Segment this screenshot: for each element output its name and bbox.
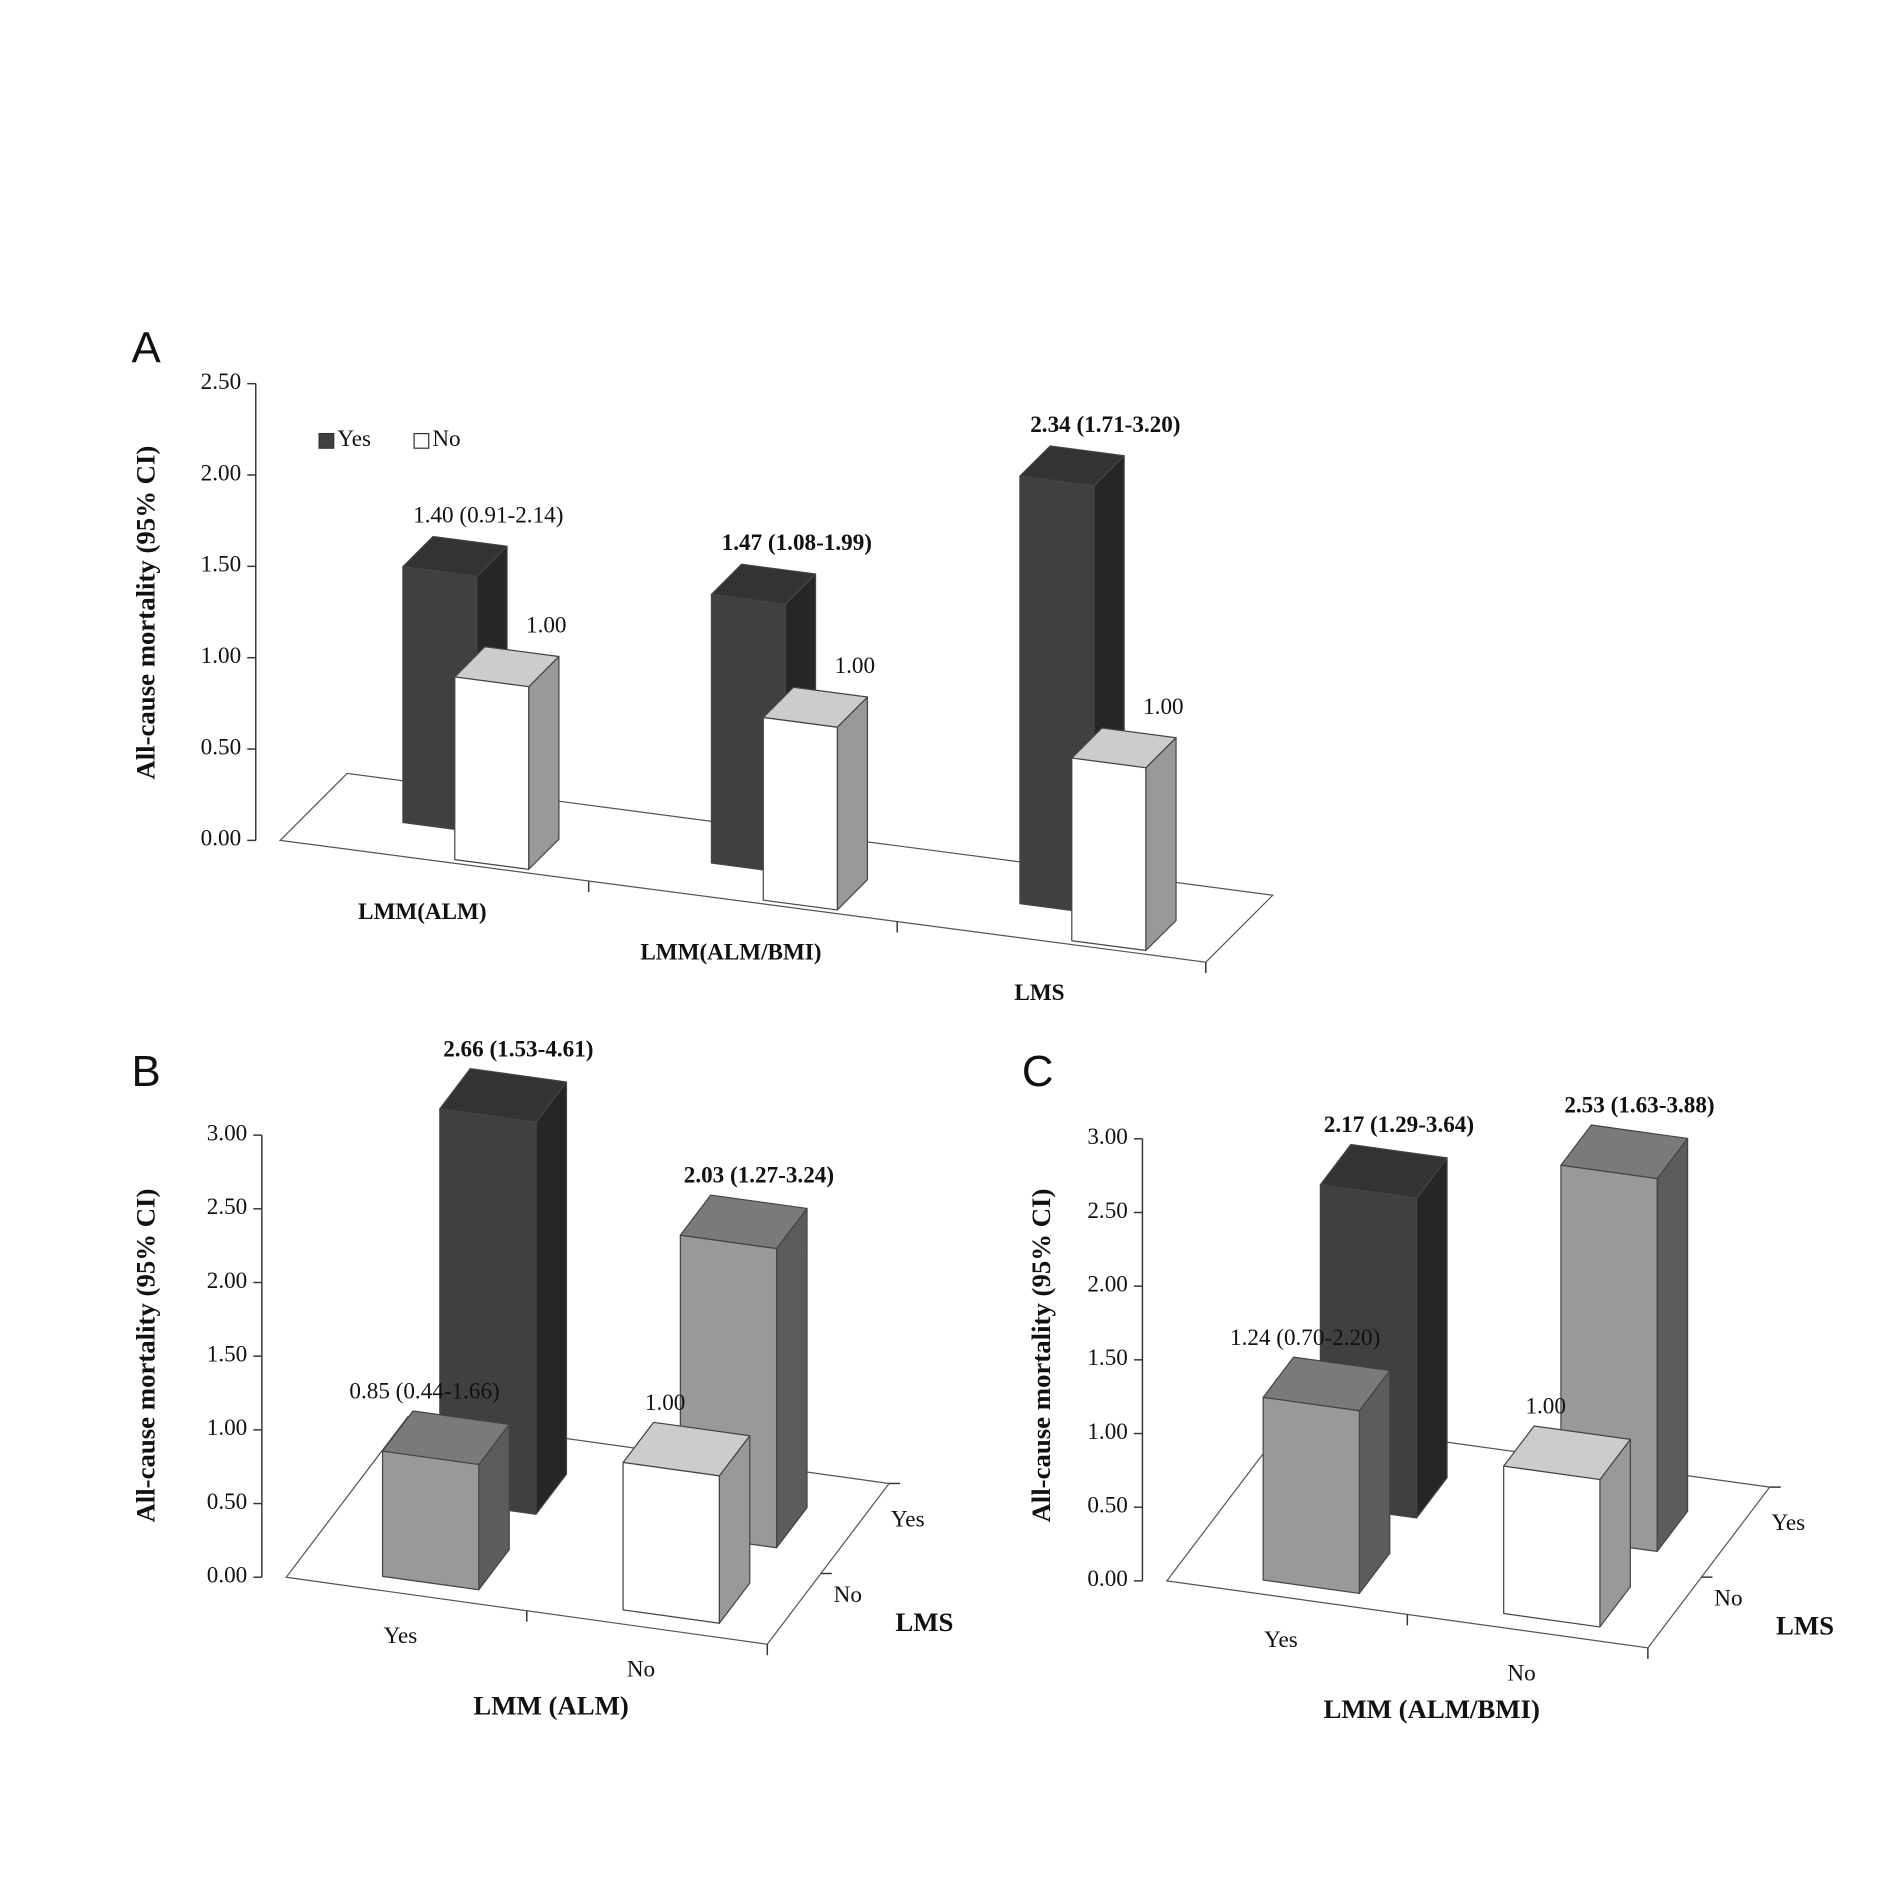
value-label: 2.34 (1.71-3.20): [1030, 412, 1180, 438]
bar: [1503, 1425, 1631, 1628]
y-tick-label: 2.50: [207, 1194, 247, 1220]
y-axis-label: All-cause mortality (95% CI): [1026, 1189, 1056, 1523]
bar-front: [381, 1450, 480, 1591]
y-tick-label: 3.00: [1087, 1124, 1127, 1150]
y-tick-label: 0.00: [1087, 1566, 1127, 1592]
bar-front: [454, 676, 530, 870]
panel-title: C: [1022, 1047, 1054, 1096]
bar-front: [1503, 1465, 1601, 1628]
bar: [1262, 1356, 1391, 1595]
x-tick-label: Yes: [1264, 1627, 1298, 1653]
value-label: 2.03 (1.27-3.24): [684, 1163, 834, 1189]
bar-front: [622, 1461, 720, 1624]
y-tick-label: 1.50: [207, 1341, 247, 1367]
bar-side: [836, 696, 869, 911]
value-label: 1.40 (0.91-2.14): [413, 502, 563, 528]
value-label: 1.00: [526, 613, 566, 639]
y-tick-label: 2.00: [1087, 1271, 1127, 1297]
z-axis-label: LMS: [1776, 1610, 1834, 1640]
bar-side: [775, 1207, 808, 1549]
bar: [439, 1068, 568, 1515]
value-label: 1.00: [835, 653, 875, 679]
bar: [1071, 727, 1177, 952]
bar-side: [1415, 1157, 1448, 1519]
x-tick-label: LMM(ALM/BMI): [640, 939, 821, 965]
y-tick-label: 1.00: [201, 643, 241, 669]
bar: [381, 1410, 510, 1591]
y-axis-label: All-cause mortality (95% CI): [131, 1189, 161, 1523]
y-tick-label: 0.00: [201, 826, 241, 852]
value-label: 2.17 (1.29-3.64): [1324, 1112, 1474, 1138]
bar: [622, 1421, 751, 1624]
y-tick-label: 1.50: [201, 552, 241, 578]
bar: [762, 686, 869, 911]
value-label: 1.24 (0.70-2.20): [1230, 1325, 1380, 1351]
depth-tick-label: No: [834, 1582, 862, 1608]
floor: [278, 772, 1275, 963]
x-axis-label: LMM (ALM/BMI): [1323, 1694, 1539, 1724]
x-tick-label: LMS: [1014, 980, 1064, 1006]
bar: [454, 646, 560, 870]
value-label: 2.66 (1.53-4.61): [443, 1036, 593, 1062]
y-axis-label: All-cause mortality (95% CI): [131, 446, 161, 780]
panel-title: A: [132, 323, 162, 372]
bar-side: [528, 655, 560, 870]
x-tick-label: LMM(ALM): [358, 899, 486, 925]
bar-front: [762, 716, 838, 911]
panel-title: B: [132, 1047, 161, 1096]
y-tick-label: 0.50: [1087, 1493, 1127, 1519]
y-tick-label: 1.50: [1087, 1345, 1127, 1371]
bar-side: [1656, 1137, 1689, 1553]
depth-tick-label: Yes: [891, 1506, 925, 1532]
value-label: 1.47 (1.08-1.99): [722, 530, 872, 556]
y-tick-label: 1.00: [1087, 1419, 1127, 1445]
y-tick-label: 0.00: [207, 1563, 247, 1589]
depth-tick-label: No: [1714, 1586, 1742, 1612]
legend-label: Yes: [337, 426, 371, 452]
y-tick-label: 2.50: [1087, 1198, 1127, 1224]
y-tick-label: 2.00: [201, 460, 241, 486]
y-tick-label: 1.00: [207, 1415, 247, 1441]
bar-side: [1145, 737, 1177, 952]
bar-front: [1071, 757, 1147, 952]
value-label: 1.00: [1525, 1394, 1565, 1420]
y-tick-label: 2.50: [201, 369, 241, 395]
x-tick-label: No: [1507, 1660, 1535, 1686]
z-axis-label: LMS: [895, 1607, 953, 1637]
value-label: 1.00: [645, 1390, 685, 1416]
depth-tick-label: Yes: [1772, 1510, 1806, 1536]
legend-swatch: [413, 432, 430, 449]
x-tick-label: Yes: [384, 1623, 418, 1649]
y-tick-label: 2.00: [207, 1268, 247, 1294]
value-label: 2.53 (1.63-3.88): [1564, 1093, 1714, 1119]
bar-front: [1262, 1396, 1360, 1595]
value-label: 0.85 (0.44-1.66): [349, 1379, 499, 1405]
legend-label: No: [432, 426, 460, 452]
y-tick-label: 3.00: [207, 1120, 247, 1146]
x-axis-label: LMM (ALM): [473, 1690, 628, 1720]
bar-side: [535, 1081, 568, 1515]
x-tick-label: No: [627, 1657, 655, 1683]
value-label: 1.00: [1143, 694, 1183, 720]
y-tick-label: 0.50: [201, 734, 241, 760]
legend-swatch: [318, 432, 335, 449]
y-tick-label: 0.50: [207, 1489, 247, 1515]
